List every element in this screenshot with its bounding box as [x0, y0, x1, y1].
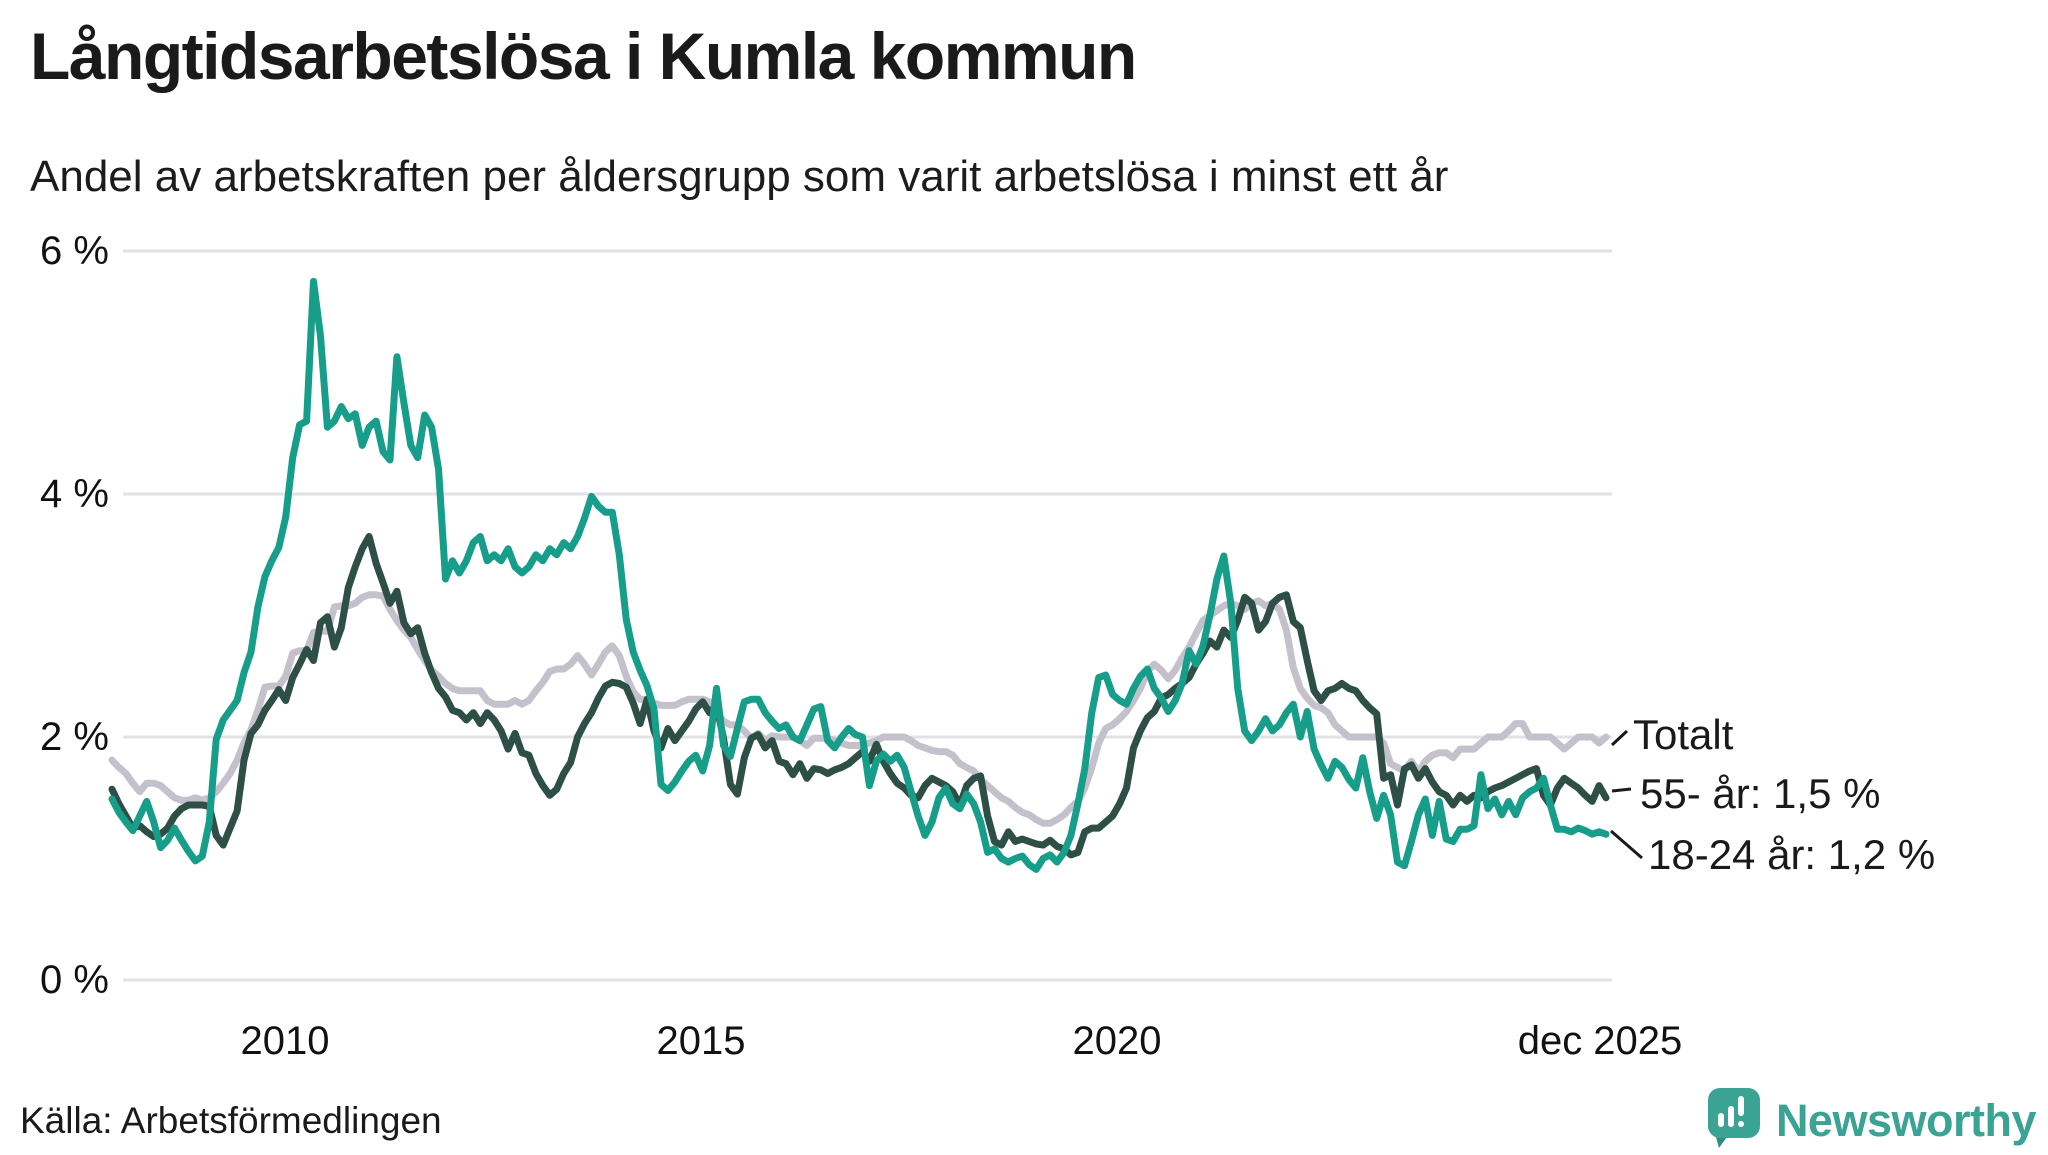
y-axis-tick-6: 6 %: [40, 229, 109, 273]
source-note: Källa: Arbetsförmedlingen: [20, 1100, 442, 1141]
newsworthy-icon: [1706, 1086, 1764, 1155]
series-line-18-24-r: [108, 277, 1610, 873]
newsworthy-wordmark: Newsworthy: [1775, 1094, 2037, 1146]
legend-label-18-24: 18-24 år: 1,2 %: [1648, 831, 1936, 878]
x-axis-tick-2020: 2020: [1072, 1019, 1162, 1063]
x-axis-tick-2015: 2015: [656, 1019, 746, 1063]
x-axis-tick-2010: 2010: [240, 1019, 330, 1063]
legend-connector-totalt: [1610, 729, 1629, 747]
series-line-totalt: [108, 591, 1610, 827]
x-axis-tick-dec-2025: dec 2025: [1517, 1019, 1683, 1063]
y-axis-tick-2: 2 %: [40, 715, 109, 759]
chart-subtitle: Andel av arbetskraften per åldersgrupp s…: [30, 152, 1449, 201]
legend-connector-18-24: [1610, 829, 1643, 860]
y-axis-tick-0: 0 %: [40, 958, 109, 1002]
y-axis-tick-4: 4 %: [40, 472, 109, 516]
legend-label-totalt: Totalt: [1633, 711, 1734, 758]
series-line-55-r: [108, 533, 1610, 859]
newsworthy-logo: Newsworthy: [1706, 1086, 2037, 1155]
legend-label-55: 55- år: 1,5 %: [1640, 770, 1881, 817]
legend-connector-55: [1611, 787, 1632, 793]
chart-title: Långtidsarbetslösa i Kumla kommun: [30, 19, 1137, 93]
